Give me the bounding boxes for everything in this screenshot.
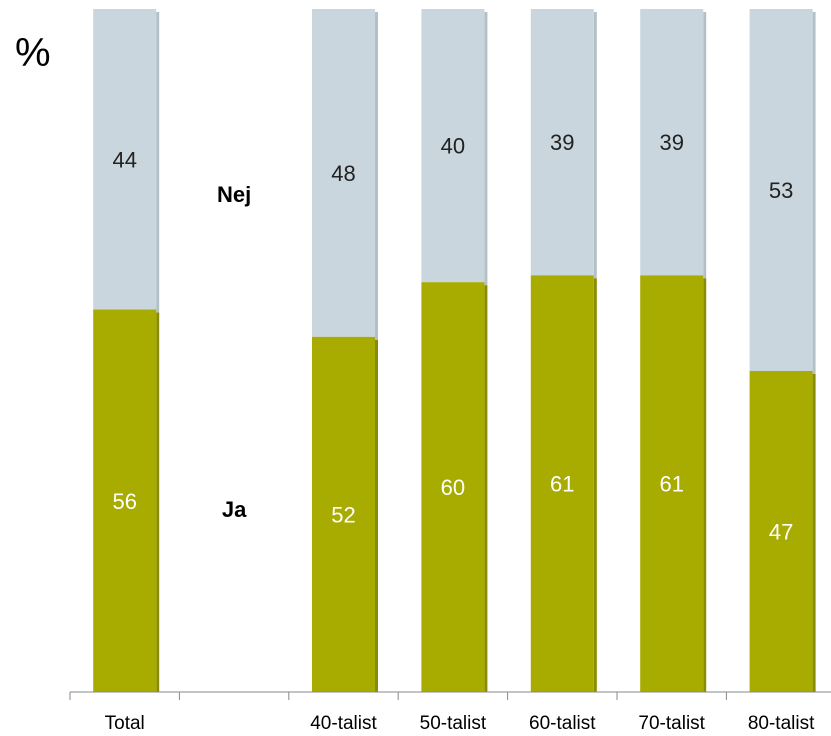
bar-ja-total [93,309,157,692]
bar-ja-80-talist [749,370,813,692]
bar-shadow-nej-80-talist [812,12,816,374]
bar-ja-40-talist [312,336,375,692]
bar-shadow-nej-40-talist [375,12,378,340]
bar-shadow-ja-80-talist [812,373,816,692]
value-label-ja-70-talist: 61 [659,472,683,497]
bar-nej-80-talist [749,9,813,371]
bar-shadow-nej-50-talist [484,12,488,286]
bar-shadow-nej-total [156,12,160,313]
tick-label-total: Total [105,713,145,734]
value-label-ja-total: 56 [112,489,136,514]
bar-shadow-nej-70-talist [703,12,707,279]
bar-shadow-ja-50-talist [484,285,488,692]
tick-label-50-talist: 50-talist [420,713,487,734]
bar-ja-70-talist [640,275,704,692]
tick-label-40-talist: 40-talist [310,713,377,734]
bar-nej-50-talist [421,9,485,283]
bar-nej-60-talist [530,9,594,276]
value-labels-group: 44 56 48 52 40 60 39 61 39 61 53 47 [112,130,793,544]
x-axis: Total 40-talist 50-talist 60-talist 70-talis… [69,691,831,734]
bar-ja-50-talist [421,282,485,692]
legend-label-ja: Ja [222,497,247,522]
bar-ja-60-talist [530,275,594,692]
bar-shadow-nej-60-talist [593,12,597,279]
bar-nej-40-talist [312,9,375,337]
value-label-nej-total: 44 [112,147,136,172]
tick-label-60-talist: 60-talist [529,713,596,734]
value-label-nej-80-talist: 53 [769,178,793,203]
value-label-ja-50-talist: 60 [441,475,465,500]
value-label-nej-70-talist: 39 [659,130,683,155]
bar-nej-70-talist [640,9,704,276]
value-label-ja-80-talist: 47 [769,519,793,544]
value-label-nej-50-talist: 40 [441,134,465,159]
value-label-ja-60-talist: 61 [550,472,574,497]
bar-shadow-ja-total [156,312,160,692]
value-label-nej-40-talist: 48 [331,161,355,186]
bars-group [93,9,816,692]
value-label-nej-60-talist: 39 [550,130,574,155]
tick-label-80-talist: 80-talist [748,713,815,734]
unit-label: % [15,31,51,75]
legend-label-nej: Nej [217,182,251,207]
bar-shadow-ja-70-talist [703,278,707,692]
bar-nej-total [93,9,157,310]
value-label-ja-40-talist: 52 [331,502,355,527]
bar-shadow-ja-40-talist [375,339,378,692]
bar-shadow-ja-60-talist [593,278,597,692]
tick-label-70-talist: 70-talist [638,713,705,734]
